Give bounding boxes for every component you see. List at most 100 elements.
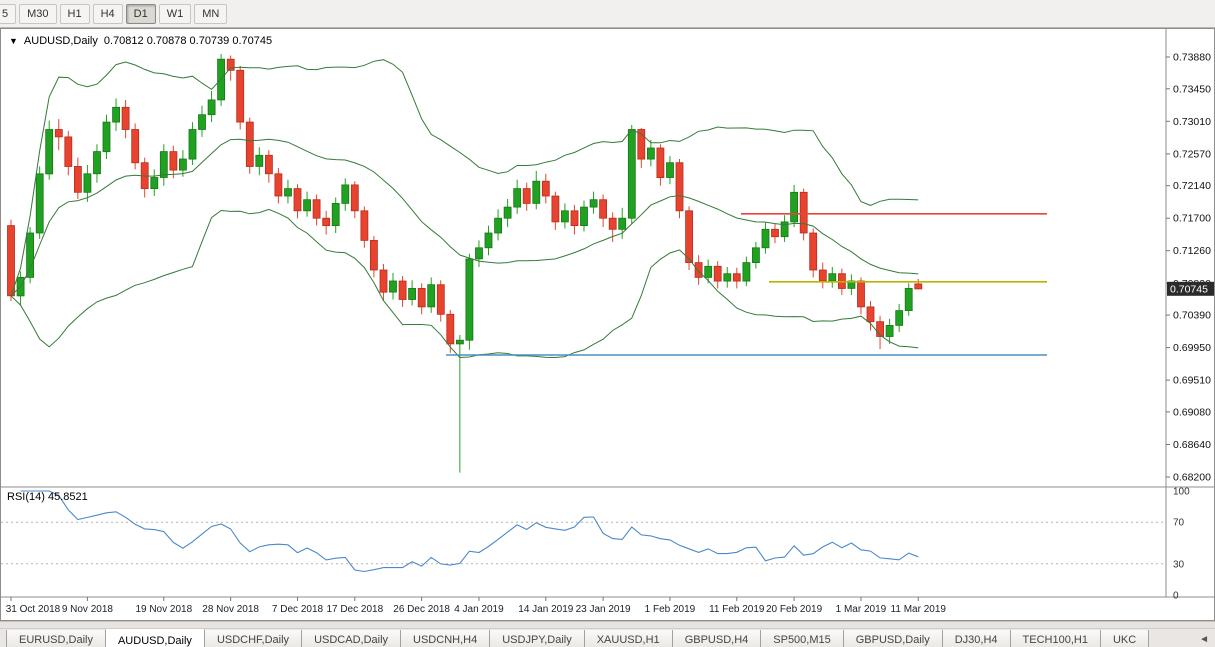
- rsi-indicator-label: RSI(14) 45.8521: [7, 491, 88, 503]
- bollinger-upper-band: [10, 59, 919, 296]
- candle-body: [694, 262, 703, 278]
- time-axis-label: 20 Feb 2019: [766, 604, 823, 615]
- candle-body: [580, 206, 588, 227]
- candle-body: [522, 188, 531, 204]
- candle-body: [799, 191, 808, 234]
- candle-body: [121, 106, 130, 130]
- candle-body: [7, 225, 15, 297]
- candle-body: [293, 188, 302, 212]
- tab-usdjpy-daily[interactable]: USDJPY,Daily: [489, 630, 585, 647]
- time-axis-label: 26 Dec 2018: [393, 604, 450, 615]
- candle-body: [312, 199, 321, 219]
- tab-gbpusd-h4[interactable]: GBPUSD,H4: [671, 630, 762, 647]
- candle-body: [207, 99, 216, 116]
- price-axis-label: 0.68640: [1173, 439, 1211, 451]
- time-axis-label: 1 Feb 2019: [645, 604, 696, 615]
- timeframe-button-h4[interactable]: H4: [92, 3, 123, 24]
- candle-body: [494, 217, 503, 234]
- candle-body: [131, 129, 140, 164]
- candle-body: [26, 232, 35, 278]
- timeframe-button-5[interactable]: 5: [0, 3, 17, 24]
- candle-body: [83, 173, 92, 193]
- price-axis-label: 0.73010: [1173, 116, 1211, 128]
- timeframe-button-d1[interactable]: D1: [125, 3, 156, 24]
- time-axis-label: 28 Nov 2018: [202, 604, 259, 615]
- price-axis-label: 0.73880: [1173, 52, 1211, 64]
- chart-window: ▼ AUDUSD,Daily 0.70812 0.70878 0.70739 0…: [0, 28, 1215, 621]
- tab-tech100-h1[interactable]: TECH100,H1: [1009, 630, 1101, 647]
- bollinger-lower-band: [10, 208, 919, 359]
- candle-body: [809, 232, 818, 271]
- tab-dj30-h4[interactable]: DJ30,H4: [941, 630, 1011, 647]
- candle-body: [742, 262, 751, 282]
- price-axis-label: 0.73450: [1173, 83, 1211, 95]
- candle-body: [828, 273, 837, 282]
- candle-body: [159, 151, 168, 178]
- chart-horizontal-scrollbar[interactable]: [0, 621, 1215, 628]
- price-axis-label: 0.68200: [1173, 472, 1211, 484]
- tab-usdchf-daily[interactable]: USDCHF,Daily: [203, 630, 303, 647]
- candle-body: [666, 162, 674, 178]
- price-axis-label: 0.69510: [1173, 375, 1211, 387]
- candle-body: [675, 162, 684, 212]
- candle-body: [150, 177, 159, 190]
- rsi-name: RSI(14): [7, 491, 45, 503]
- rsi-scale-label: 30: [1173, 559, 1185, 570]
- tab-audusd-daily[interactable]: AUDUSD,Daily: [104, 629, 205, 647]
- candle-body: [369, 239, 378, 271]
- candle-body: [503, 206, 512, 219]
- time-axis-label: 11 Mar 2019: [891, 604, 947, 615]
- candle-body: [379, 269, 388, 293]
- candle-body: [102, 121, 111, 153]
- candle-body: [360, 210, 369, 241]
- candle-body: [427, 284, 436, 308]
- tab-xauusd-h1[interactable]: XAUUSD,H1: [583, 630, 673, 647]
- candle-body: [45, 129, 54, 175]
- candle-body: [713, 265, 722, 282]
- bollinger-middle-band: [10, 138, 919, 297]
- candle-body: [704, 265, 713, 278]
- collapse-triangle-icon[interactable]: ▼: [9, 36, 18, 46]
- tab-gbpusd-daily[interactable]: GBPUSD,Daily: [842, 630, 943, 647]
- candle-body: [64, 136, 73, 167]
- price-axis-label: 0.69080: [1173, 406, 1211, 418]
- candle-body: [389, 280, 397, 293]
- candle-body: [752, 247, 760, 264]
- candle-body: [322, 217, 331, 226]
- candle-body: [54, 129, 63, 138]
- candle-body: [618, 217, 627, 230]
- rsi-line: [20, 490, 919, 573]
- price-axis-label: 0.69950: [1173, 342, 1211, 354]
- candle-body: [274, 173, 283, 197]
- candle-body: [608, 217, 617, 230]
- tab-usdcad-daily[interactable]: USDCAD,Daily: [301, 630, 402, 647]
- price-chart[interactable]: 0.73880 0.73450 0.73010 0.72570 0.72140 0.717…: [1, 29, 1214, 620]
- time-axis-label: 7 Dec 2018: [272, 604, 324, 615]
- candle-body: [914, 283, 923, 290]
- current-price-value: 0.70745: [1170, 283, 1208, 295]
- candle-body: [904, 287, 913, 311]
- candle-body: [436, 284, 445, 315]
- candle-body: [178, 158, 187, 171]
- tabs-scroll-left-button[interactable]: ◄: [1195, 633, 1213, 646]
- candle-body: [637, 129, 646, 160]
- candle-body: [532, 180, 541, 204]
- candle-body: [732, 273, 741, 282]
- tab-ukc[interactable]: UKC: [1099, 630, 1150, 647]
- price-axis-label: 0.70390: [1173, 310, 1211, 322]
- tab-sp500-m15[interactable]: SP500,M15: [760, 630, 844, 647]
- candle-body: [398, 280, 407, 300]
- timeframe-button-m30[interactable]: M30: [19, 3, 57, 24]
- candle-body: [771, 228, 779, 238]
- tab-usdcnh-h4[interactable]: USDCNH,H4: [400, 630, 491, 647]
- time-axis-label: 19 Nov 2018: [135, 604, 192, 615]
- tab-eurusd-daily[interactable]: EURUSD,Daily: [6, 630, 106, 647]
- timeframe-toolbar: 5 M30 H1 H4 D1 W1 MN: [0, 0, 1215, 28]
- timeframe-button-w1[interactable]: W1: [158, 3, 192, 24]
- timeframe-button-mn[interactable]: MN: [194, 3, 228, 24]
- rsi-scale-label: 0: [1173, 591, 1179, 602]
- rsi-value: 45.8521: [47, 491, 88, 503]
- timeframe-button-h1[interactable]: H1: [59, 3, 90, 24]
- candle-body: [561, 210, 569, 223]
- price-axis-label: 0.71700: [1173, 213, 1211, 225]
